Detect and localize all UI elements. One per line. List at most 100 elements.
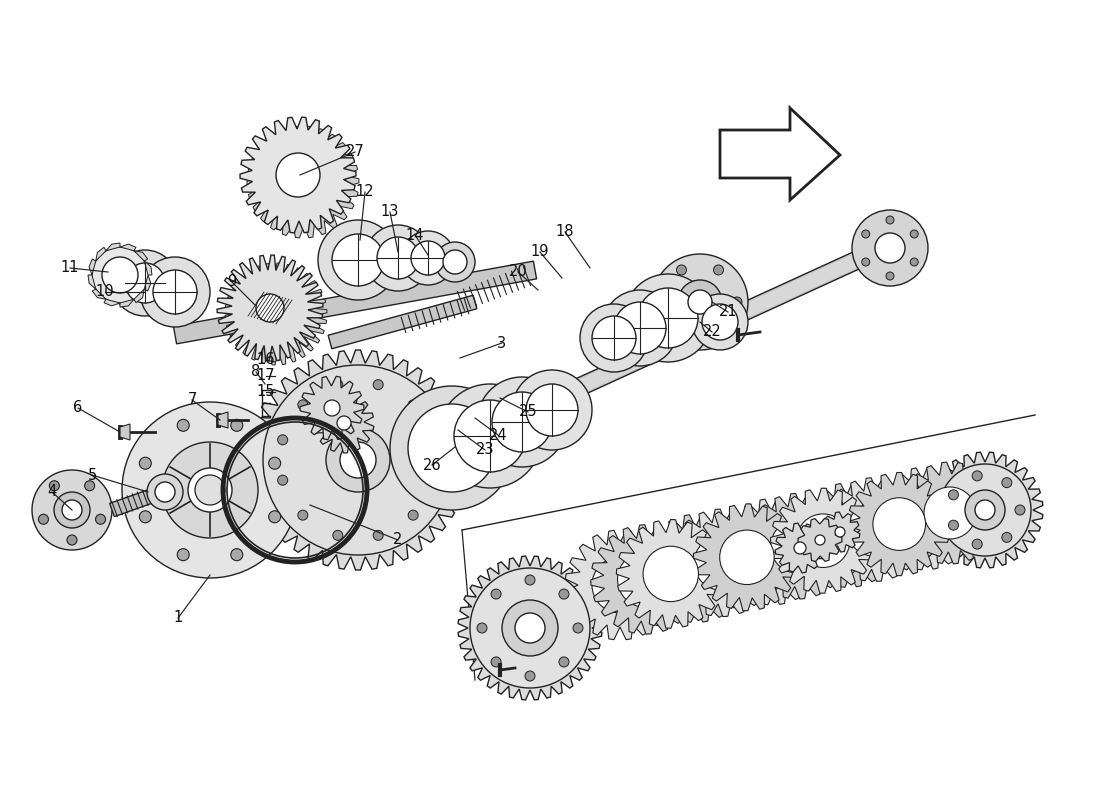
Circle shape: [692, 294, 748, 350]
Circle shape: [658, 297, 668, 307]
Circle shape: [873, 498, 925, 550]
Polygon shape: [106, 243, 120, 250]
Circle shape: [298, 510, 308, 520]
Circle shape: [491, 589, 502, 599]
Circle shape: [277, 475, 288, 485]
Text: 6: 6: [74, 401, 82, 415]
Polygon shape: [668, 509, 775, 617]
Circle shape: [365, 225, 431, 291]
Text: 5: 5: [87, 467, 97, 482]
Text: 2: 2: [394, 533, 403, 547]
Polygon shape: [537, 238, 893, 411]
Circle shape: [268, 458, 280, 470]
Circle shape: [268, 510, 280, 522]
Circle shape: [874, 233, 905, 263]
Polygon shape: [821, 512, 860, 552]
Circle shape: [125, 263, 165, 303]
Circle shape: [162, 442, 258, 538]
Circle shape: [714, 329, 724, 339]
Polygon shape: [458, 556, 602, 700]
Polygon shape: [745, 494, 850, 599]
Circle shape: [965, 490, 1005, 530]
Circle shape: [326, 428, 390, 492]
Circle shape: [948, 520, 958, 530]
Circle shape: [745, 525, 800, 579]
Polygon shape: [134, 289, 144, 302]
Circle shape: [676, 329, 686, 339]
Text: 19: 19: [530, 245, 549, 259]
Circle shape: [771, 519, 825, 573]
Polygon shape: [537, 237, 893, 413]
Polygon shape: [771, 488, 876, 594]
Circle shape: [644, 546, 698, 602]
Polygon shape: [144, 275, 151, 291]
Polygon shape: [927, 452, 1043, 568]
Polygon shape: [693, 504, 801, 610]
Circle shape: [96, 514, 106, 524]
Circle shape: [333, 380, 343, 390]
Polygon shape: [217, 255, 323, 361]
Polygon shape: [848, 473, 950, 576]
Polygon shape: [591, 525, 700, 634]
Circle shape: [847, 503, 900, 556]
Circle shape: [231, 419, 243, 431]
Text: 13: 13: [381, 205, 399, 219]
Circle shape: [861, 230, 870, 238]
Polygon shape: [120, 299, 134, 307]
Circle shape: [112, 250, 178, 316]
Polygon shape: [873, 467, 976, 570]
Circle shape: [714, 265, 724, 275]
Circle shape: [835, 527, 845, 537]
Circle shape: [443, 250, 468, 274]
Circle shape: [822, 509, 876, 562]
Circle shape: [525, 671, 535, 681]
Polygon shape: [110, 486, 163, 517]
Circle shape: [617, 552, 673, 607]
Polygon shape: [218, 412, 228, 428]
Circle shape: [559, 589, 569, 599]
Text: 18: 18: [556, 225, 574, 239]
Circle shape: [408, 400, 418, 410]
Circle shape: [333, 530, 343, 540]
Polygon shape: [120, 244, 136, 250]
Circle shape: [390, 386, 514, 510]
Circle shape: [624, 274, 712, 362]
Polygon shape: [120, 424, 130, 440]
Circle shape: [676, 265, 686, 275]
Circle shape: [195, 475, 226, 505]
Circle shape: [337, 416, 351, 430]
Polygon shape: [565, 530, 674, 640]
Polygon shape: [328, 295, 477, 349]
Circle shape: [428, 475, 438, 485]
Polygon shape: [134, 250, 147, 261]
Circle shape: [972, 471, 982, 481]
Text: 17: 17: [256, 369, 275, 383]
Polygon shape: [144, 261, 152, 275]
Circle shape: [719, 530, 774, 585]
Circle shape: [477, 377, 566, 467]
Polygon shape: [226, 263, 327, 365]
Circle shape: [140, 510, 152, 522]
Polygon shape: [776, 523, 825, 573]
Circle shape: [638, 288, 698, 348]
Circle shape: [592, 316, 636, 360]
Circle shape: [402, 231, 455, 285]
Circle shape: [153, 270, 197, 314]
Circle shape: [502, 600, 558, 656]
Circle shape: [298, 400, 308, 410]
Circle shape: [796, 514, 850, 567]
Polygon shape: [104, 299, 120, 306]
Circle shape: [155, 482, 175, 502]
Polygon shape: [88, 275, 96, 289]
Circle shape: [411, 241, 446, 275]
Circle shape: [573, 623, 583, 633]
Circle shape: [477, 623, 487, 633]
Circle shape: [678, 280, 722, 324]
Circle shape: [939, 464, 1031, 556]
Polygon shape: [248, 126, 359, 238]
Text: 15: 15: [256, 385, 275, 399]
Circle shape: [525, 575, 535, 585]
Circle shape: [512, 370, 592, 450]
Circle shape: [188, 468, 232, 512]
Circle shape: [177, 549, 189, 561]
